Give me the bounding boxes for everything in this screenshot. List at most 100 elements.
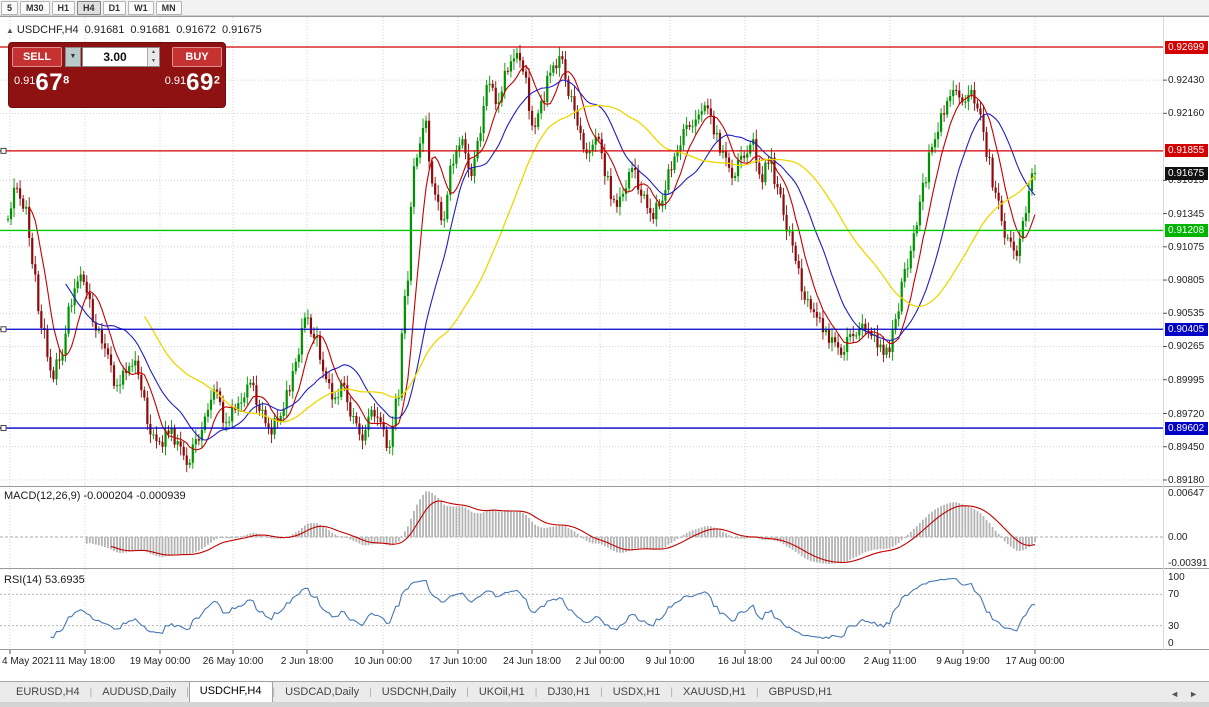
timeframe-toolbar: 5 M30 H1 H4 D1 W1 MN (0, 0, 1209, 16)
one-click-trading-widget: SELL ▼ 3.00 ▲ ▼ BUY 0.91678 0.91692 (8, 42, 226, 108)
price-axis-label: 0.89180 (1168, 474, 1205, 486)
chart-tab-usdchf-h4[interactable]: USDCHF,H4 (188, 681, 273, 702)
tab-separator: | (272, 687, 276, 698)
chart-tab-gbpusd-h1[interactable]: GBPUSD,H1 (768, 686, 833, 698)
time-axis-label: 2 Jun 18:00 (280, 656, 334, 667)
rsi-scale-label: 0 (1168, 638, 1174, 649)
volume-down-icon[interactable]: ▼ (148, 57, 159, 66)
price-badge: 0.89602 (1165, 421, 1208, 435)
volume-up-icon[interactable]: ▲ (148, 48, 159, 57)
price-axis[interactable]: 0.92430 0.92160 0.91615 0.91345 0.91075 0.908… (1164, 16, 1209, 676)
ohlc-open: 0.91681 (84, 24, 125, 36)
time-axis-label: 9 Aug 19:00 (936, 656, 990, 667)
status-strip (0, 702, 1209, 707)
price-axis-label: 0.91345 (1168, 208, 1205, 220)
tab-separator: | (89, 687, 93, 698)
moving-averages (28, 64, 1036, 451)
rsi-panel (0, 577, 1163, 640)
line-handle[interactable] (0, 326, 7, 333)
tab-scroll-right-icon[interactable]: ► (1189, 689, 1198, 699)
sell-price-sup: 8 (63, 74, 70, 87)
tab-scroll-left-icon[interactable]: ◄ (1170, 689, 1180, 699)
timeframe-button-mn[interactable]: MN (155, 0, 182, 15)
volume-dropdown-icon[interactable]: ▼ (65, 47, 81, 67)
tab-separator: | (466, 687, 469, 698)
volume-value[interactable]: 3.00 (103, 50, 127, 64)
line-handle[interactable] (0, 425, 7, 432)
chart-tab-audusd-daily[interactable]: AUDUSD,Daily (102, 686, 177, 698)
price-badge: 0.91855 (1165, 144, 1208, 158)
volume-input[interactable]: 3.00 ▲ ▼ (82, 47, 160, 67)
price-axis-label: 0.89720 (1168, 408, 1205, 420)
panel-separators (0, 16, 1209, 654)
buy-button[interactable]: BUY (172, 47, 222, 67)
time-axis-label: 10 Jun 00:00 (354, 656, 412, 667)
buy-price-big: 69 (186, 69, 214, 96)
timeframe-button-w1[interactable]: W1 (128, 0, 154, 15)
chart-tab-usdcad-daily[interactable]: USDCAD,Daily (285, 686, 360, 698)
price-badge: 0.90405 (1165, 322, 1208, 336)
grid (0, 17, 1163, 649)
chart-ohlc-header: ▲ USDCHF,H4 0.91681 0.91681 0.91672 0.91675 (6, 24, 262, 36)
chart-tab-xauusd-h1[interactable]: XAUUSD,H1 (683, 686, 746, 698)
time-axis-label: 24 Jun 18:00 (503, 656, 561, 667)
tab-separator: | (755, 687, 759, 698)
price-axis-label: 0.92160 (1168, 108, 1205, 120)
time-axis-label: 19 May 00:00 (129, 656, 191, 667)
time-axis-label: 11 May 18:00 (55, 656, 115, 667)
time-axis-label: 24 Jul 00:00 (790, 656, 846, 667)
rsi-indicator-label: RSI(14) 53.6935 (4, 574, 85, 586)
rsi-scale-label: 70 (1168, 589, 1180, 601)
price-axis-label: 0.90265 (1168, 341, 1205, 353)
buy-price-sup: 2 (213, 74, 220, 87)
price-axis-label: 0.89995 (1168, 374, 1205, 386)
time-axis-label: 17 Aug 00:00 (1005, 656, 1065, 667)
tab-scroll-nav: ◄ ► (1165, 689, 1209, 702)
chart-canvas[interactable] (0, 0, 1209, 680)
timeframe-button-m30[interactable]: M30 (20, 0, 50, 15)
price-badge: 0.91675 (1165, 166, 1208, 180)
chart-tab-ukoil-h1[interactable]: UKOil,H1 (478, 686, 525, 698)
timeframe-button-5[interactable]: 5 (1, 0, 19, 15)
collapse-arrow-icon[interactable]: ▲ (6, 26, 14, 35)
price-axis-label: 0.90535 (1168, 308, 1205, 320)
buy-price-prefix: 0.91 (164, 75, 187, 87)
sell-price[interactable]: 0.91678 (14, 69, 69, 97)
sell-button[interactable]: SELL (12, 47, 62, 67)
chart-tab-dj30-h1[interactable]: DJ30,H1 (547, 686, 591, 698)
time-axis-label: 16 Jul 18:00 (717, 656, 773, 667)
price-axis-label: 0.91075 (1168, 241, 1205, 253)
tab-separator: | (369, 687, 372, 698)
time-axis-label: 2 Jul 00:00 (575, 656, 625, 667)
time-axis-label: 26 May 10:00 (202, 656, 264, 667)
time-axis-label: 4 May 2021 (2, 656, 55, 667)
chart-tab-eurusd-h4[interactable]: EURUSD,H4 (16, 686, 80, 698)
price-axis-label: 0.91615 (1168, 175, 1205, 187)
chart-tab-usdcnh-daily[interactable]: USDCNH,Daily (381, 686, 457, 698)
timeframe-button-h4[interactable]: H4 (77, 0, 101, 15)
timeframe-button-h1[interactable]: H1 (51, 0, 76, 15)
time-axis[interactable]: 4 May 2021 11 May 18:00 19 May 00:00 26 May… (0, 650, 1209, 674)
macd-scale-zero: 0.00 (1168, 532, 1188, 543)
macd-indicator-label: MACD(12,26,9) -0.000204 -0.000939 (4, 490, 186, 502)
price-axis-label: 0.92430 (1168, 75, 1205, 87)
tab-separator: | (670, 687, 674, 698)
price-badge: 0.92699 (1165, 40, 1208, 54)
line-handle[interactable] (0, 147, 7, 154)
ohlc-high: 0.91681 (130, 24, 171, 36)
macd-scale-top: 0.00647 (1168, 488, 1205, 499)
price-axis-label: 0.89450 (1168, 441, 1205, 453)
buy-price[interactable]: 0.91692 (165, 69, 220, 97)
chart-tab-usdx-h1[interactable]: USDX,H1 (612, 686, 661, 698)
macd-panel (0, 491, 1163, 565)
time-axis-label: 9 Jul 10:00 (645, 656, 695, 667)
chart-tabbar: EURUSD,H4 | AUDUSD,Daily | USDCHF,H4 | USDCAD,… (0, 681, 1209, 702)
timeframe-button-d1[interactable]: D1 (102, 0, 127, 15)
price-axis-label: 0.90805 (1168, 275, 1205, 287)
time-axis-label: 17 Jun 10:00 (429, 656, 487, 667)
volume-stepper[interactable]: ▲ ▼ (147, 48, 159, 66)
rsi-scale-label: 30 (1168, 620, 1180, 632)
symbol-label: USDCHF,H4 (16, 24, 79, 36)
sell-price-big: 67 (35, 69, 64, 96)
